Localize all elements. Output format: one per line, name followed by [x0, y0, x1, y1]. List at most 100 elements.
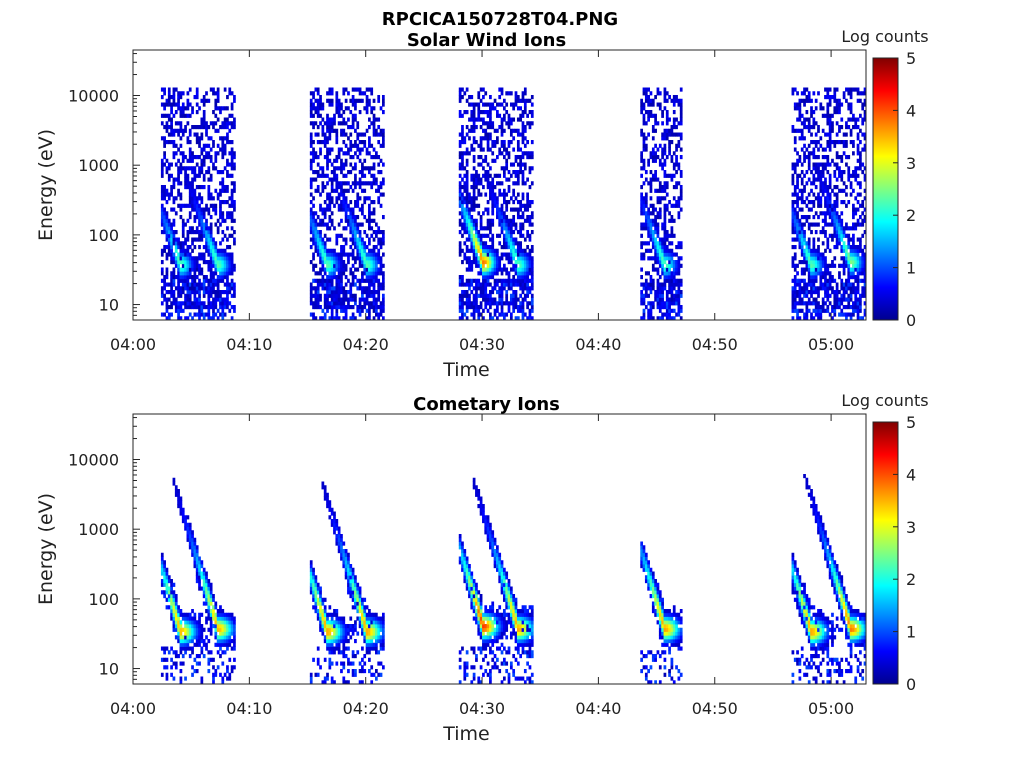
heatmap-cell [528, 256, 532, 261]
heatmap-cell [165, 590, 169, 595]
heatmap-cell [491, 290, 495, 295]
heatmap-cell [184, 241, 187, 246]
heatmap-cell [651, 207, 655, 212]
heatmap-cell [319, 278, 322, 283]
heatmap-cell [165, 140, 169, 145]
heatmap-cell [523, 237, 527, 242]
heatmap-cell [509, 222, 513, 227]
heatmap-cell [824, 267, 827, 272]
heatmap-cell [670, 226, 674, 231]
heatmap-cell [319, 282, 322, 287]
heatmap-cell [807, 98, 811, 103]
heatmap-cell [461, 215, 464, 220]
heatmap-cell [326, 173, 329, 178]
heatmap-cell [530, 140, 534, 145]
heatmap-cell [838, 233, 841, 238]
heatmap-cell [810, 106, 813, 111]
heatmap-cell [498, 147, 502, 152]
heatmap-cell [342, 237, 346, 242]
heatmap-cell [226, 282, 229, 287]
heatmap-cell [649, 91, 653, 96]
heatmap-cell [840, 125, 844, 130]
heatmap-cell [463, 226, 467, 231]
heatmap-cell [368, 166, 371, 171]
heatmap-cell [326, 121, 329, 126]
heatmap-cell [326, 308, 329, 313]
heatmap-cell [814, 256, 818, 261]
heatmap-cell [482, 275, 485, 280]
heatmap-cell [202, 312, 206, 317]
heatmap-cell [463, 290, 467, 295]
heatmap-cell [200, 207, 204, 212]
heatmap-cell [316, 293, 320, 298]
heatmap-cell [670, 271, 674, 276]
heatmap-cell [842, 293, 846, 298]
heatmap-cell [184, 271, 187, 276]
heatmap-cell [477, 278, 481, 283]
heatmap-cell [852, 252, 855, 257]
heatmap-cell [198, 252, 201, 257]
heatmap-cell [521, 312, 525, 317]
heatmap-cell [661, 136, 664, 141]
heatmap-cell [337, 282, 341, 287]
heatmap-cell [824, 113, 827, 118]
heatmap-cell [328, 102, 332, 107]
heatmap-cell [465, 222, 469, 227]
heatmap-cell [181, 132, 185, 137]
heatmap-cell [323, 132, 327, 137]
heatmap-cell [679, 192, 683, 197]
heatmap-cell [167, 222, 171, 227]
heatmap-cell [856, 316, 860, 321]
heatmap-cell [854, 248, 858, 253]
heatmap-cell [856, 275, 860, 280]
heatmap-cell [842, 233, 846, 238]
heatmap-cell [205, 312, 208, 317]
heatmap-cell [509, 102, 513, 107]
heatmap-cell [316, 237, 320, 242]
heatmap-cell [458, 181, 462, 186]
heatmap-cell [377, 226, 381, 231]
heatmap-cell [198, 185, 201, 190]
heatmap-cell [312, 222, 315, 227]
heatmap-cell [226, 271, 229, 276]
heatmap-cell [226, 200, 229, 205]
heatmap-cell [335, 140, 339, 145]
heatmap-cell [502, 267, 506, 272]
heatmap-cell [863, 245, 867, 250]
heatmap-cell [658, 305, 662, 310]
heatmap-cell [200, 286, 204, 291]
heatmap-cell [838, 173, 841, 178]
heatmap-cell [489, 245, 492, 250]
heatmap-cell [479, 233, 483, 238]
heatmap-cell [354, 267, 357, 272]
heatmap-cell [172, 233, 176, 238]
heatmap-cell [486, 308, 490, 313]
heatmap-cell [803, 102, 806, 107]
heatmap-cell [828, 95, 832, 100]
heatmap-cell [484, 226, 488, 231]
heatmap-cell [854, 226, 858, 231]
heatmap-cell [835, 132, 839, 137]
heatmap-cell [668, 260, 671, 265]
heatmap-cell [177, 170, 180, 175]
heatmap-cell [370, 256, 374, 261]
heatmap-cell [375, 177, 378, 182]
heatmap-cell [356, 230, 360, 235]
heatmap-cell [458, 282, 462, 287]
heatmap-cell [530, 215, 534, 220]
heatmap-cell [472, 233, 476, 238]
heatmap-cell [679, 110, 683, 115]
heatmap-cell [333, 293, 336, 298]
heatmap-cell [184, 282, 187, 287]
heatmap-cell [489, 185, 492, 190]
heatmap-cell [458, 218, 462, 223]
heatmap-cell [514, 316, 518, 321]
heatmap-cell [810, 170, 813, 175]
heatmap-cell [321, 267, 325, 272]
heatmap-cell [316, 241, 320, 246]
heatmap-cell [363, 286, 367, 291]
heatmap-cell [845, 143, 848, 148]
heatmap-cell [803, 87, 806, 92]
heatmap-cell [484, 91, 488, 96]
heatmap-cell [181, 113, 185, 118]
